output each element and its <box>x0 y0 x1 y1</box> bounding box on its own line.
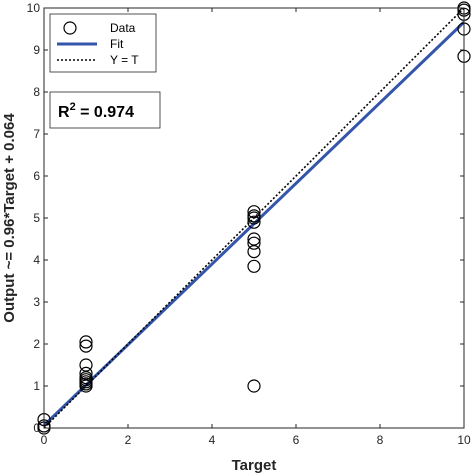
y-tick-label: 5 <box>33 211 40 225</box>
data-point <box>79 373 93 387</box>
data-point <box>79 335 93 349</box>
data-point <box>79 358 93 372</box>
data-point <box>247 205 261 219</box>
r2-text: R2 = 0.974 <box>58 101 134 121</box>
data-point <box>247 236 261 250</box>
axis-ticks: 0 2 4 6 8 10 0 1 2 3 4 5 6 7 8 9 10 <box>27 1 471 447</box>
y-tick-label: 3 <box>33 295 40 309</box>
y-tick-label: 2 <box>33 337 40 351</box>
y-tick-label: 4 <box>33 253 40 267</box>
plot-frame <box>43 7 465 429</box>
data-point <box>247 209 261 223</box>
x-tick-label: 4 <box>209 433 216 447</box>
data-point <box>247 245 261 259</box>
legend-data-label: Data <box>110 21 136 35</box>
r2-superscript: 2 <box>70 101 76 113</box>
y-tick-label: 6 <box>33 169 40 183</box>
x-axis-label: Target <box>232 457 277 474</box>
data-point <box>79 366 93 380</box>
r2-annotation: R2 = 0.974 <box>49 91 161 129</box>
data-point <box>247 232 261 246</box>
y-axis-label: Output ~= 0.96*Target + 0.064 <box>1 113 18 323</box>
y-tick-label: 1 <box>33 379 40 393</box>
y-tick-label: 8 <box>33 85 40 99</box>
legend-fit-label: Fit <box>110 37 124 51</box>
y-tick-label: 0 <box>33 421 40 435</box>
legend-data-marker <box>63 21 77 35</box>
x-tick-label: 6 <box>293 433 300 447</box>
x-tick-label: 0 <box>41 433 48 447</box>
x-tick-label: 10 <box>457 433 471 447</box>
r2-box <box>49 91 161 129</box>
r2-prefix: R <box>58 104 70 121</box>
data-point <box>79 377 93 391</box>
y-tick-label: 7 <box>33 127 40 141</box>
legend-identity-label: Y = T <box>110 53 139 67</box>
x-tick-label: 8 <box>377 433 384 447</box>
r2-value: = 0.974 <box>76 104 134 121</box>
data-point <box>247 215 261 229</box>
y-tick-label: 10 <box>27 1 41 15</box>
legend: Data Fit Y = T <box>49 13 157 73</box>
data-point <box>79 339 93 353</box>
y-tick-label: 9 <box>33 43 40 57</box>
data-point <box>247 259 261 273</box>
x-tick-label: 2 <box>125 433 132 447</box>
data-point <box>247 379 261 393</box>
